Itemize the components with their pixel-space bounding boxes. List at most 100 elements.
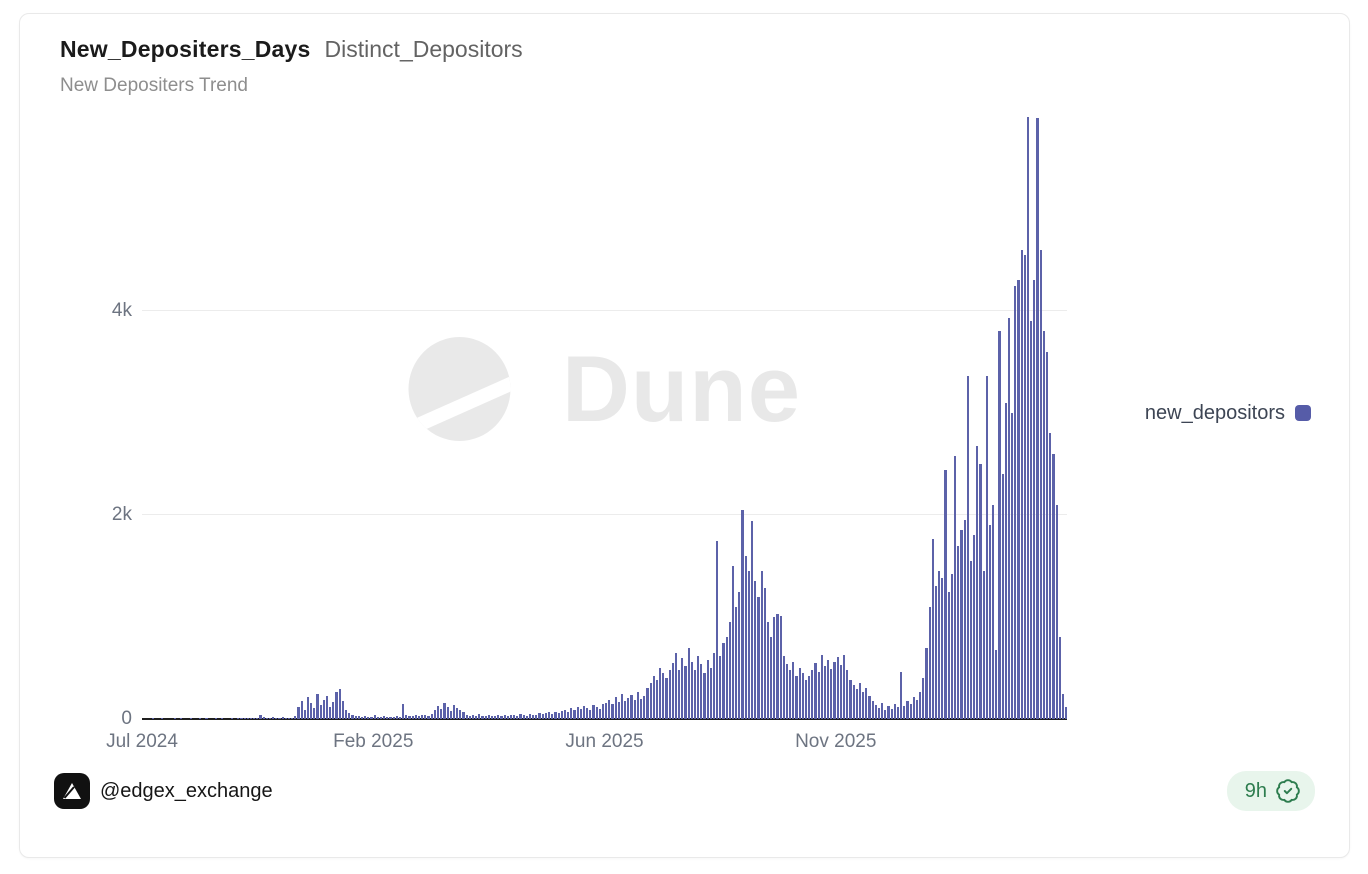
bar-series[interactable] [142, 107, 1068, 719]
bar[interactable] [674, 652, 678, 719]
bar[interactable] [357, 716, 360, 719]
bar[interactable] [332, 701, 335, 719]
bar[interactable] [284, 717, 287, 719]
bar[interactable] [281, 717, 284, 719]
bar[interactable] [319, 704, 322, 719]
bar[interactable] [364, 715, 367, 719]
bar[interactable] [338, 689, 341, 719]
bar[interactable] [770, 637, 773, 719]
bar[interactable] [329, 706, 332, 719]
bar[interactable] [503, 715, 506, 719]
bar[interactable] [246, 718, 249, 719]
bar[interactable] [367, 717, 370, 719]
bar[interactable] [747, 571, 750, 719]
bar[interactable] [960, 530, 963, 719]
bar[interactable] [957, 545, 960, 719]
bar[interactable] [595, 707, 598, 719]
bar[interactable] [433, 709, 436, 719]
bar[interactable] [563, 709, 567, 719]
bar[interactable] [890, 708, 893, 719]
bar[interactable] [792, 661, 795, 719]
bar[interactable] [798, 668, 801, 719]
bar[interactable] [862, 692, 865, 719]
bar[interactable] [865, 688, 868, 719]
bar[interactable] [1055, 504, 1058, 719]
bar[interactable] [703, 673, 706, 719]
bar[interactable] [982, 571, 985, 719]
bar[interactable] [973, 535, 976, 719]
bar[interactable] [1004, 402, 1007, 719]
bar[interactable] [928, 606, 931, 719]
bar[interactable] [842, 654, 846, 719]
bar[interactable] [506, 715, 509, 719]
bar[interactable] [316, 693, 319, 719]
bar[interactable] [979, 464, 982, 719]
bar[interactable] [649, 683, 652, 719]
bar[interactable] [592, 704, 595, 719]
bar[interactable] [681, 657, 684, 719]
bar[interactable] [706, 659, 709, 719]
bar[interactable] [614, 696, 617, 719]
bar[interactable] [589, 709, 592, 719]
bar[interactable] [509, 714, 513, 719]
bar[interactable] [887, 705, 890, 719]
bar[interactable] [785, 663, 789, 719]
bar[interactable] [985, 376, 988, 719]
bar[interactable] [938, 571, 941, 719]
bar[interactable] [909, 703, 912, 719]
bar[interactable] [214, 718, 218, 719]
bar[interactable] [944, 470, 947, 719]
bar[interactable] [411, 715, 414, 719]
bar[interactable] [256, 717, 259, 719]
author[interactable]: @edgex_exchange [54, 773, 273, 809]
bar[interactable] [560, 711, 563, 719]
bar[interactable] [395, 715, 398, 719]
bar[interactable] [601, 703, 605, 719]
bar[interactable] [620, 693, 624, 719]
bar[interactable] [306, 696, 310, 719]
bar[interactable] [789, 670, 792, 719]
bar[interactable] [300, 700, 303, 719]
bar[interactable] [538, 713, 541, 719]
bar[interactable] [1045, 351, 1049, 719]
bar[interactable] [151, 718, 154, 719]
bar[interactable] [947, 591, 950, 719]
bar[interactable] [719, 655, 722, 719]
bar[interactable] [684, 665, 687, 719]
bar[interactable] [459, 709, 462, 719]
bar[interactable] [963, 520, 966, 719]
bar[interactable] [551, 713, 554, 719]
bar[interactable] [915, 699, 919, 719]
bar[interactable] [586, 708, 589, 719]
bar[interactable] [1011, 413, 1014, 719]
bar[interactable] [249, 717, 253, 719]
bar[interactable] [795, 676, 798, 719]
bar[interactable] [652, 676, 655, 719]
bar[interactable] [582, 705, 586, 719]
bar[interactable] [738, 591, 741, 719]
bar[interactable] [830, 669, 833, 719]
bar[interactable] [976, 445, 979, 719]
bar[interactable] [265, 717, 268, 719]
bar[interactable] [1023, 254, 1026, 719]
bar[interactable] [941, 578, 944, 719]
bar[interactable] [1030, 321, 1033, 719]
bar[interactable] [576, 706, 579, 719]
bar[interactable] [801, 673, 804, 719]
bar[interactable] [370, 716, 373, 719]
bar[interactable] [268, 718, 272, 719]
bar[interactable] [690, 661, 693, 719]
bar[interactable] [776, 613, 779, 719]
bar[interactable] [237, 718, 240, 719]
bar[interactable] [468, 715, 471, 719]
bar[interactable] [230, 718, 233, 719]
bar[interactable] [954, 455, 957, 719]
bar[interactable] [934, 586, 938, 719]
bar[interactable] [478, 714, 481, 719]
bar[interactable] [294, 716, 297, 719]
bar[interactable] [490, 716, 494, 719]
bar[interactable] [287, 717, 291, 719]
bar[interactable] [449, 710, 452, 719]
bar[interactable] [544, 712, 547, 719]
bar[interactable] [646, 688, 649, 719]
